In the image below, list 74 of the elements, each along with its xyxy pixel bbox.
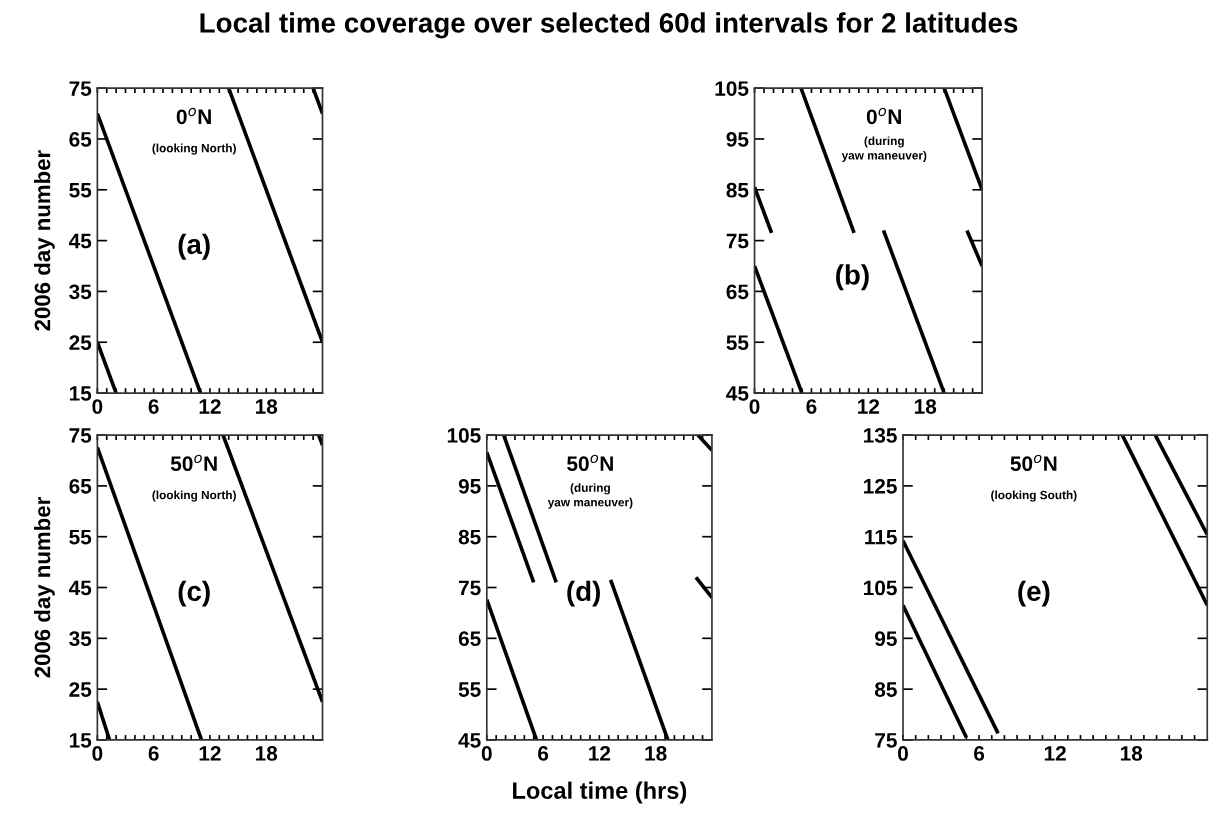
y-tick-label: 135 bbox=[864, 428, 897, 443]
y-tick-label: 65 bbox=[458, 631, 481, 647]
x-tick-label: 12 bbox=[199, 399, 221, 414]
annotation: 50$^{o}$N bbox=[170, 454, 217, 472]
y-tick-label: 55 bbox=[458, 682, 481, 697]
x-tick-label: 0 bbox=[749, 399, 760, 414]
annotation: 0$^{o}$N bbox=[176, 107, 211, 125]
x-tick-label: 6 bbox=[148, 746, 159, 761]
y-tick-label: 95 bbox=[458, 478, 481, 494]
y-tick-label: 45 bbox=[68, 580, 92, 596]
y-tick-label: 105 bbox=[864, 580, 897, 596]
x-tick-label: 12 bbox=[858, 399, 880, 414]
y-tick-label: 55 bbox=[726, 335, 749, 350]
y-tick-label: 65 bbox=[69, 478, 92, 494]
annotation: (looking North) bbox=[152, 490, 236, 502]
y-tick-label: 115 bbox=[865, 529, 897, 545]
annotation: (looking North) bbox=[152, 143, 236, 155]
x-tick-label: 12 bbox=[199, 746, 221, 761]
y-tick-label: 75 bbox=[69, 81, 92, 96]
y-tick-label: 45 bbox=[68, 233, 92, 249]
annotation: (c) bbox=[178, 580, 210, 607]
y-tick-label: 15 bbox=[69, 733, 92, 748]
annotation: (a) bbox=[178, 233, 210, 260]
y-tick-label: 105 bbox=[715, 81, 749, 96]
annotation: (d) bbox=[567, 580, 600, 607]
y-tick-label: 75 bbox=[69, 428, 92, 443]
y-tick-label: 95 bbox=[726, 131, 749, 147]
y-tick-label: 55 bbox=[69, 529, 92, 545]
y-tick-label: 45 bbox=[726, 386, 749, 401]
annotation: (b) bbox=[836, 264, 869, 291]
y-axis-title: 2006 day number bbox=[34, 497, 55, 678]
y-tick-label: 35 bbox=[69, 284, 92, 300]
y-tick-label: 65 bbox=[69, 131, 92, 147]
x-tick-label: 0 bbox=[92, 399, 103, 414]
annotation: 50$^{o}$N bbox=[1010, 454, 1057, 472]
x-tick-label: 0 bbox=[898, 746, 908, 761]
y-tick-label: 95 bbox=[875, 631, 897, 647]
y-tick-label: 105 bbox=[447, 428, 481, 443]
annotation: 0$^{o}$N bbox=[866, 107, 901, 125]
y-tick-label: 25 bbox=[69, 682, 92, 697]
x-tick-label: 18 bbox=[645, 746, 667, 761]
x-tick-label: 18 bbox=[255, 399, 278, 414]
x-tick-label: 6 bbox=[974, 746, 985, 761]
x-tick-label: 18 bbox=[1120, 746, 1143, 761]
text: Local time coverage over selected 60d intervals for 2 latitudes bbox=[200, 12, 1018, 39]
y-tick-label: 85 bbox=[458, 529, 481, 545]
y-tick-label: 125 bbox=[864, 478, 897, 494]
y-tick-label: 45 bbox=[458, 733, 481, 748]
annotation: 50$^{o}$N bbox=[567, 454, 613, 472]
y-tick-label: 15 bbox=[69, 386, 92, 401]
x-tick-label: 12 bbox=[1044, 746, 1066, 761]
annotation: (e) bbox=[1018, 580, 1050, 607]
y-tick-label: 25 bbox=[69, 335, 92, 350]
y-tick-label: 85 bbox=[726, 182, 749, 198]
annotation: (looking South) bbox=[991, 490, 1077, 502]
x-tick-label: 18 bbox=[255, 746, 278, 761]
annotation: (during yaw maneuver) bbox=[547, 483, 633, 509]
x-tick-label: 0 bbox=[92, 746, 103, 761]
x-tick-label: 6 bbox=[148, 399, 159, 414]
y-axis-title: 2006 day number bbox=[34, 150, 55, 331]
x-axis-title: Local time (hrs) bbox=[513, 781, 687, 804]
x-tick-label: 6 bbox=[806, 399, 817, 414]
y-tick-label: 85 bbox=[874, 682, 897, 697]
y-tick-label: 55 bbox=[69, 183, 92, 198]
x-tick-label: 6 bbox=[538, 746, 549, 761]
y-tick-label: 75 bbox=[875, 733, 897, 748]
y-tick-label: 65 bbox=[726, 284, 749, 300]
x-tick-label: 12 bbox=[589, 746, 611, 761]
y-tick-label: 35 bbox=[69, 631, 92, 647]
annotation: (during yaw maneuver) bbox=[841, 136, 927, 162]
x-tick-label: 18 bbox=[914, 399, 937, 414]
y-tick-label: 75 bbox=[458, 580, 481, 596]
x-tick-label: 0 bbox=[481, 746, 492, 761]
y-tick-label: 75 bbox=[726, 233, 749, 249]
